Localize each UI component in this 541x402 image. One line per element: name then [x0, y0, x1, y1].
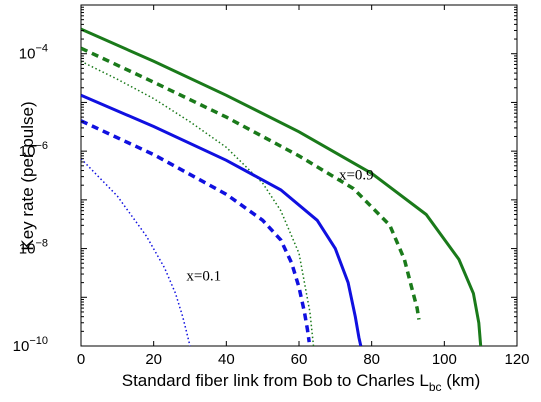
y-tick-label: 10−6	[19, 140, 48, 160]
x-tick-label: 100	[432, 351, 457, 368]
y-tick-label: 10−10	[13, 335, 48, 355]
y-tick-label: 10−4	[19, 43, 48, 63]
x-tick-label: 80	[363, 351, 380, 368]
x-tick-label: 40	[218, 351, 235, 368]
x-axis-title: Standard fiber link from Bob to Charles …	[122, 371, 481, 394]
annotation-label: x=0.1	[186, 269, 221, 285]
annotation-label: x=0.9	[339, 168, 374, 184]
x-axis-title-main: Standard fiber link from Bob to Charles …	[122, 371, 429, 390]
series-layer	[81, 27, 483, 346]
x-tick-label: 0	[77, 351, 85, 368]
y-axis-title: Key rate (per pulse)	[18, 101, 37, 250]
x-tick-label: 20	[145, 351, 162, 368]
annotations: x=0.9 x=0.1	[186, 168, 373, 285]
y-tick-label: 10−8	[19, 238, 48, 258]
y-axis: 10−10 10−8 10−6 10−4	[13, 4, 517, 355]
series-line-6	[81, 158, 191, 346]
x-axis-title-subscript: bc	[429, 380, 442, 394]
x-axis: 0 20 40 60 80 100 120	[77, 5, 530, 368]
series-line-2	[81, 46, 421, 320]
x-axis-title-unit: (km)	[442, 371, 481, 390]
series-line-5	[81, 119, 311, 343]
x-tick-label: 60	[291, 351, 308, 368]
series-line-1	[81, 27, 483, 346]
x-tick-label: 120	[504, 351, 529, 368]
series-line-4	[81, 93, 363, 346]
series-line-3	[81, 60, 315, 346]
